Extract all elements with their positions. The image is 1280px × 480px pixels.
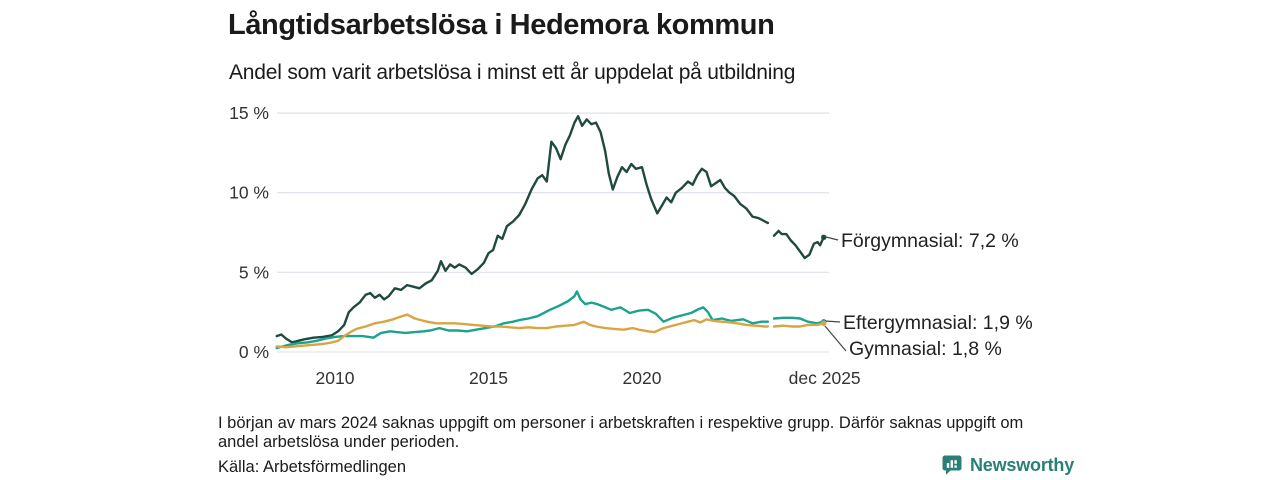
chart-subtitle: Andel som varit arbetslösa i minst ett å… <box>229 61 796 84</box>
label-leader <box>824 320 841 323</box>
series-line-gymnasial <box>772 322 825 328</box>
label-leader <box>825 236 839 241</box>
series-end-label-eftergymnasial: Eftergymnasial: 1,9 % <box>843 312 1033 334</box>
x-tick-label: 2015 <box>469 368 508 388</box>
newsworthy-logo-icon <box>942 455 962 475</box>
y-tick-label: 0 % <box>239 342 269 362</box>
y-tick-label: 15 % <box>229 103 269 123</box>
series-line-eftergymnasial <box>275 290 770 350</box>
brand-name: Newsworthy <box>970 454 1075 475</box>
source-label: Källa: Arbetsförmedlingen <box>218 458 407 476</box>
series-line-eftergymnasial <box>772 316 825 325</box>
footnote: I början av mars 2024 saknas uppgift om … <box>218 414 1023 452</box>
series-line-förgymnasial <box>275 114 770 344</box>
series-end-label-förgymnasial: Förgymnasial: 7,2 % <box>841 230 1019 252</box>
x-tick-label: 2020 <box>623 368 662 388</box>
series-end-dot-gymnasial <box>821 320 827 327</box>
series-end-dot-förgymnasial <box>821 234 827 241</box>
footnote-line-2: andel arbetslösa under perioden. <box>218 433 460 451</box>
x-tick-label: dec 2025 <box>789 368 861 388</box>
series-line-gymnasial <box>275 313 770 349</box>
x-tick-label: 2010 <box>316 368 355 388</box>
y-tick-label: 5 % <box>239 262 269 282</box>
series-end-label-gymnasial: Gymnasial: 1,8 % <box>849 338 1002 360</box>
series-line-förgymnasial <box>772 229 825 260</box>
label-leader <box>824 325 847 352</box>
footnote-line-1: I början av mars 2024 saknas uppgift om … <box>218 414 1024 432</box>
y-tick-label: 10 % <box>229 183 269 203</box>
brand: Newsworthy <box>941 454 1074 476</box>
page-title: Långtidsarbetslösa i Hedemora kommun <box>228 9 775 41</box>
